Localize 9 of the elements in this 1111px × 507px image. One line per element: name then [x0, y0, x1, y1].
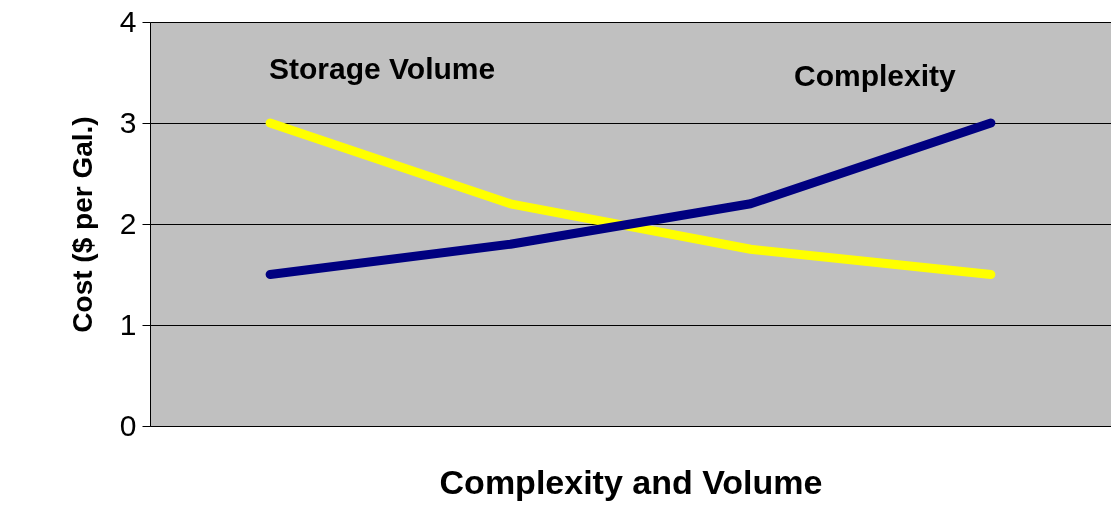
y-tick-label: 2 — [119, 206, 137, 240]
y-tick-label: 3 — [119, 105, 137, 139]
series-label: Complexity — [794, 58, 957, 92]
y-tick-label: 0 — [119, 408, 137, 442]
y-tick-label: 4 — [119, 4, 137, 38]
series-label: Storage Volume — [269, 52, 496, 86]
x-axis-title: Complexity and Volume — [439, 462, 823, 501]
y-tick-label: 1 — [119, 307, 137, 341]
y-axis-title: Cost ($ per Gal.) — [66, 116, 98, 333]
